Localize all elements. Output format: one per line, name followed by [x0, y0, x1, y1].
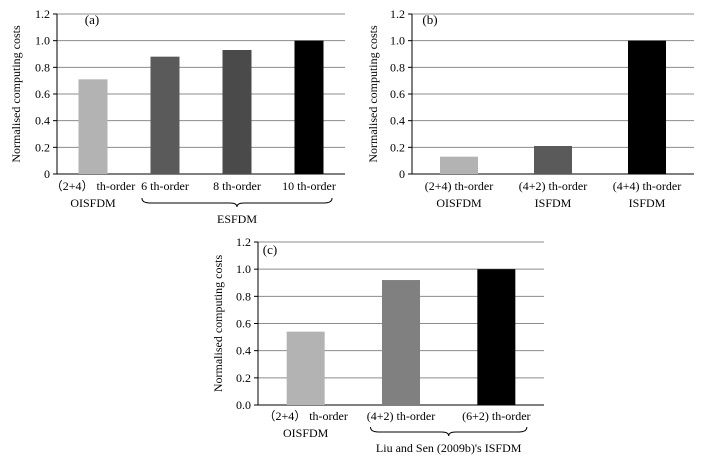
group-label: ESFDM — [217, 212, 257, 226]
y-tick-label: 0.8 — [35, 60, 50, 74]
y-tick-label: 0.6 — [236, 317, 251, 331]
y-tick-label: 0.0 — [236, 398, 251, 412]
y-tick-label: 1.0 — [236, 262, 251, 276]
y-tick-label: 1.0 — [35, 34, 50, 48]
bar — [150, 56, 180, 174]
y-tick-label: 0.2 — [236, 371, 251, 385]
bar — [294, 40, 324, 174]
panel-label: (b) — [422, 12, 437, 27]
bar — [286, 331, 325, 405]
category-label: （2+4） th-order — [51, 179, 135, 193]
y-tick-label: 0.2 — [390, 140, 405, 154]
y-tick-label: 0.6 — [390, 87, 405, 101]
category-label: (4+4) th-order — [613, 179, 681, 193]
chart-panel-2: 0 0.2 0.4 0.6 0.8 1.0 1.2 Normalised computing … — [366, 7, 694, 210]
category-sublabel: OISFDM — [70, 196, 116, 210]
category-label: (4+2) th-order — [367, 409, 435, 423]
category-sublabel: OISFDM — [283, 426, 329, 440]
category-sublabel: ISFDM — [535, 196, 572, 210]
category-label: （2+4） th-order — [263, 409, 347, 423]
chart-panel-3: 0.0 0.2 0.4 0.6 0.8 1.0 1.2 Normalised computin… — [211, 235, 544, 455]
y-tick-label: 1.2 — [35, 7, 50, 21]
y-tick-label: 0.4 — [35, 114, 50, 128]
group-label: Liu and Sen (2009b)'s ISFDM — [376, 441, 522, 455]
y-tick-label: 0.4 — [236, 344, 251, 358]
group-brace — [141, 197, 333, 208]
bar — [477, 269, 516, 405]
bar — [222, 50, 252, 174]
y-tick-label: 0.4 — [390, 114, 405, 128]
category-label: (6+2) th-order — [462, 409, 530, 423]
bar — [78, 79, 108, 174]
y-axis-label: Normalised computing costs — [211, 255, 225, 393]
y-axis-label: Normalised computing costs — [9, 25, 23, 163]
category-label: (2+4) th-order — [425, 179, 493, 193]
y-tick-label: 0.8 — [236, 289, 251, 303]
category-sublabel: ISFDM — [629, 196, 666, 210]
panel-label: (c) — [263, 242, 277, 257]
bar — [382, 280, 420, 405]
y-axis-label: Normalised computing costs — [366, 25, 380, 163]
group-brace — [369, 426, 528, 437]
y-tick-label: 0 — [44, 167, 50, 181]
y-tick-label: 0.2 — [35, 140, 50, 154]
y-tick-label: 1.2 — [236, 235, 251, 249]
panel-label: (a) — [85, 12, 99, 27]
category-label: 8 th-order — [213, 179, 261, 193]
y-tick-label: 1.2 — [390, 7, 405, 21]
bar — [440, 156, 478, 174]
y-tick-label: 0.6 — [35, 87, 50, 101]
chart-panel-1: 0 0.2 0.4 0.6 0.8 1.0 1.2 Normalised computing … — [9, 7, 345, 226]
y-tick-label: 0 — [399, 167, 405, 181]
y-tick-label: 0.8 — [390, 60, 405, 74]
bar — [534, 146, 572, 174]
category-label: 6 th-order — [141, 179, 189, 193]
category-sublabel: OISFDM — [436, 196, 482, 210]
bar — [628, 40, 666, 174]
category-label: (4+2) th-order — [519, 179, 587, 193]
y-tick-label: 1.0 — [390, 34, 405, 48]
category-label: 10 th-order — [282, 179, 336, 193]
